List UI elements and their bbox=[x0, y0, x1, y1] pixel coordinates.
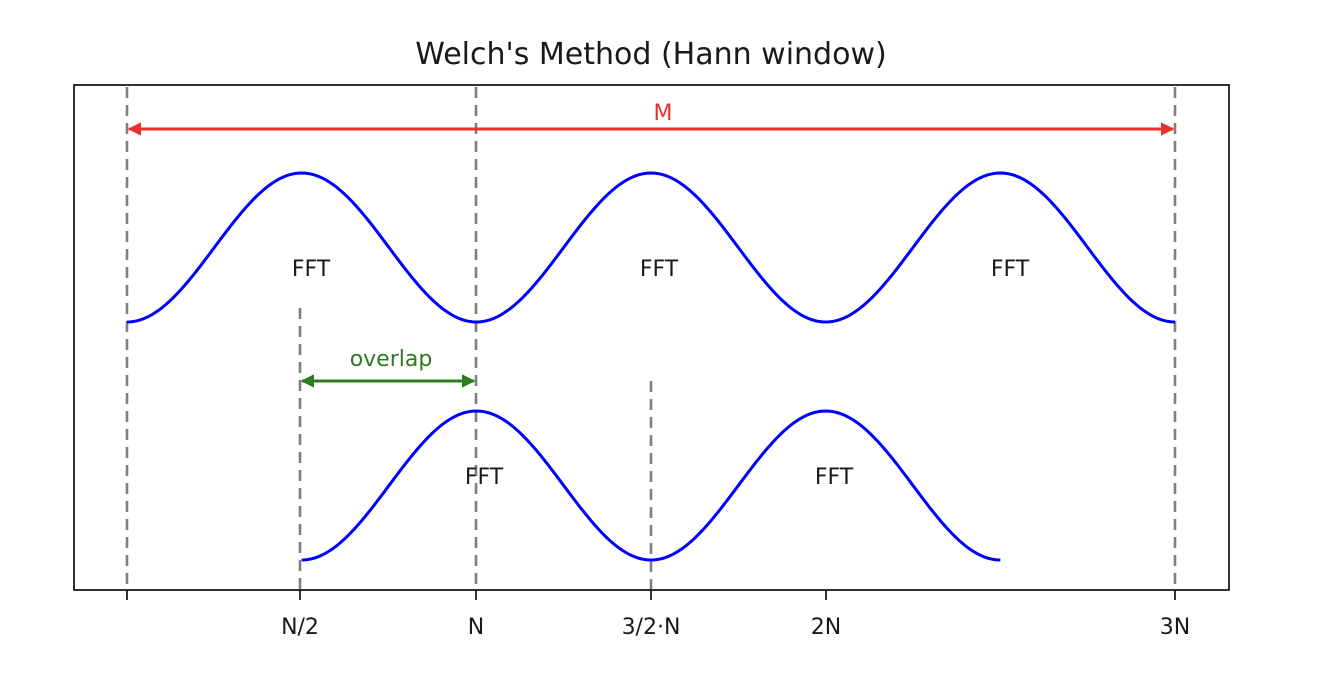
tick-label-n: N bbox=[468, 615, 484, 640]
fft-label-upper-3: FFT bbox=[991, 257, 1030, 282]
overlap-label: overlap bbox=[350, 347, 433, 372]
tick-label-2n: 2N bbox=[811, 615, 841, 640]
tick-label-3-half-n: 3/2·N bbox=[622, 615, 681, 640]
fft-label-upper-1: FFT bbox=[292, 257, 331, 282]
chart-title: Welch's Method (Hann window) bbox=[415, 37, 886, 72]
upper-hann-curve bbox=[126, 171, 1176, 324]
fft-label-upper-2: FFT bbox=[640, 257, 679, 282]
tick-label-3n: 3N bbox=[1160, 615, 1190, 640]
dashed-guides bbox=[125, 87, 1177, 589]
tick-label-n-half: N/2 bbox=[281, 615, 319, 640]
fft-label-lower-2: FFT bbox=[815, 465, 854, 490]
fft-label-lower-1: FFT bbox=[465, 465, 504, 490]
x-ticks bbox=[126, 590, 1176, 600]
m-label: M bbox=[654, 101, 673, 126]
lower-hann-curve bbox=[301, 409, 1001, 562]
